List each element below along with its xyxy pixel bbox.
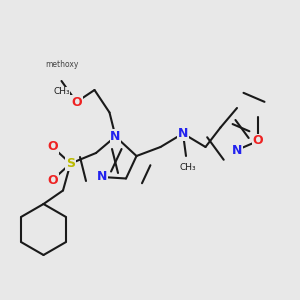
Text: N: N	[97, 170, 107, 184]
Text: S: S	[66, 157, 75, 170]
Text: N: N	[232, 143, 242, 157]
Text: O: O	[47, 140, 58, 154]
Text: CH₃: CH₃	[53, 87, 70, 96]
Text: O: O	[47, 173, 58, 187]
Text: N: N	[178, 127, 188, 140]
Text: O: O	[253, 134, 263, 148]
Text: CH₃: CH₃	[179, 164, 196, 172]
Text: methoxy: methoxy	[45, 60, 78, 69]
Text: O: O	[71, 95, 82, 109]
Text: N: N	[110, 130, 121, 143]
